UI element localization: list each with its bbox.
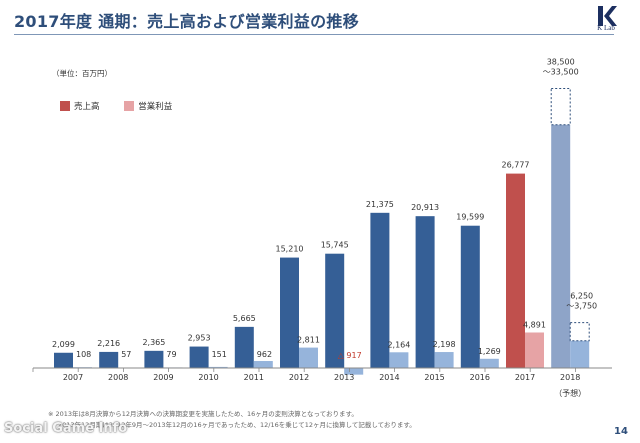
profit-bar-2017 [525, 332, 544, 368]
title-divider [14, 34, 614, 35]
legend-label-sales: 売上高 [74, 102, 100, 112]
profit-bar-2010 [208, 366, 228, 368]
sales-bar-2015 [415, 216, 435, 368]
sales-bar-2007 [54, 352, 73, 368]
sales-label-2014: 21,375 [366, 200, 394, 209]
legend-item-profit: 営業利益 [124, 100, 172, 112]
profit-bar-2012 [299, 347, 318, 368]
x-tick-2013: 2013 [334, 373, 354, 382]
x-tick-2010: 2010 [198, 373, 218, 382]
profit-label-2018-line-1: 6,250 [570, 292, 593, 301]
sales-bar-2018 [551, 124, 571, 368]
sales-bar-2013 [325, 253, 345, 368]
x-tick-2008: 2008 [108, 373, 128, 382]
profit-label-2013: △ 917 [338, 351, 362, 360]
profit-label-2009: 79 [166, 350, 176, 359]
sales-label-2017: 26,777 [502, 161, 530, 170]
footnote: ※ 2013年は8月決算から12月決算への決算期変更を実施したため、16ヶ月の変… [48, 409, 416, 430]
profit-bar-2018 [570, 340, 590, 368]
sales-bar-2016 [460, 225, 480, 368]
sales-label-2013: 15,745 [321, 241, 349, 250]
legend-item-sales: 売上高 [60, 100, 100, 112]
forecast-sales-range [550, 87, 571, 126]
x-tick-2007: 2007 [63, 373, 83, 382]
x-tick-2014: 2014 [379, 373, 399, 382]
x-tick-2011: 2011 [244, 373, 264, 382]
x-tick-2015: 2015 [424, 373, 444, 382]
sales-label-2015: 20,913 [411, 203, 439, 212]
sales-bar-2017 [506, 173, 525, 368]
footnote-line-1: ※ 2013年は8月決算から12月決算への決算期変更を実施したため、16ヶ月の変… [48, 410, 358, 418]
x-tick-2018: 2018 [560, 373, 580, 382]
logo-text: K Lab [597, 24, 615, 32]
unit-label: （単位：百万円） [52, 69, 112, 78]
watermark: Social Game Info [4, 421, 128, 436]
chart-legend: 売上高 営業利益 [60, 100, 194, 114]
sales-label-2016: 19,599 [456, 213, 484, 222]
profit-bar-2011 [253, 361, 273, 368]
profit-bar-2016 [479, 358, 499, 368]
profit-label-2008: 57 [121, 350, 131, 359]
profit-label-2012: 2,811 [297, 336, 320, 345]
sales-label-2010: 2,953 [188, 334, 211, 343]
x-tick-2017: 2017 [515, 373, 535, 382]
sales-bar-2011 [234, 326, 254, 368]
sales-label-2008: 2,216 [97, 339, 120, 348]
profit-label-2016: 1,269 [478, 347, 501, 356]
legend-swatch-profit [124, 101, 135, 111]
sales-bar-2010 [189, 346, 209, 368]
sales-bar-2009 [144, 350, 164, 368]
sales-bar-2012 [280, 257, 299, 368]
profit-label-2011: 962 [257, 350, 272, 359]
sales-label-2011: 5,665 [233, 314, 256, 323]
legend-label-profit: 営業利益 [138, 102, 173, 112]
sales-label-2009: 2,365 [142, 338, 165, 347]
page-number: 14 [614, 426, 628, 437]
footnote-line-2: 2013年12月期は2012年9月〜2013年12月の16ヶ月であったため、12… [58, 420, 416, 429]
profit-label-2015: 2,198 [433, 340, 456, 349]
sales-bar-2014 [370, 212, 390, 368]
profit-bar-2014 [389, 352, 409, 368]
profit-label-2017: 4,891 [523, 320, 546, 329]
x-tick-2009: 2009 [153, 373, 173, 382]
page-title: 2017年度 通期：売上高および営業利益の推移 [14, 12, 360, 31]
sales-label-2018-line-1: 38,500 [547, 57, 575, 66]
forecast-profit-range [569, 322, 590, 342]
profit-label-2010: 151 [212, 350, 227, 359]
sales-bar-2008 [99, 351, 119, 368]
x-tick-note-2018: （予想） [554, 388, 586, 398]
klab-logo-icon [598, 6, 617, 26]
sales-profit-chart: 2,09910820072,2165720082,3657920092,9531… [32, 57, 612, 398]
sales-label-2012: 15,210 [276, 245, 304, 254]
profit-bar-2015 [434, 352, 454, 368]
profit-label-2018-line-2: ～3,750 [566, 302, 597, 311]
sales-label-2018-line-2: ～33,500 [543, 67, 579, 76]
profit-label-2014: 2,164 [387, 340, 410, 349]
profit-label-2007: 108 [76, 350, 91, 359]
legend-swatch-sales [60, 101, 70, 111]
sales-label-2007: 2,099 [52, 340, 75, 349]
x-tick-2012: 2012 [289, 373, 309, 382]
profit-bar-2013 [344, 368, 364, 375]
x-tick-2016: 2016 [470, 373, 490, 382]
